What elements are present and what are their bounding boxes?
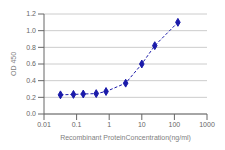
svg-text:Recombinant ProteinConcentrati: Recombinant ProteinConcentration(ng/ml) (60, 134, 191, 142)
svg-text:0.8: 0.8 (26, 44, 36, 51)
svg-text:OD 450: OD 450 (10, 52, 17, 76)
svg-text:0.1: 0.1 (72, 121, 82, 128)
svg-text:0.01: 0.01 (37, 121, 51, 128)
svg-text:0.6: 0.6 (26, 60, 36, 67)
svg-text:100: 100 (169, 121, 181, 128)
svg-text:1000: 1000 (199, 121, 215, 128)
svg-text:1.0: 1.0 (26, 27, 36, 34)
svg-text:0.2: 0.2 (26, 94, 36, 101)
svg-text:0.4: 0.4 (26, 77, 36, 84)
svg-text:1: 1 (107, 121, 111, 128)
svg-text:10: 10 (138, 121, 146, 128)
svg-text:1.2: 1.2 (26, 10, 36, 17)
svg-text:0.0: 0.0 (26, 110, 36, 117)
